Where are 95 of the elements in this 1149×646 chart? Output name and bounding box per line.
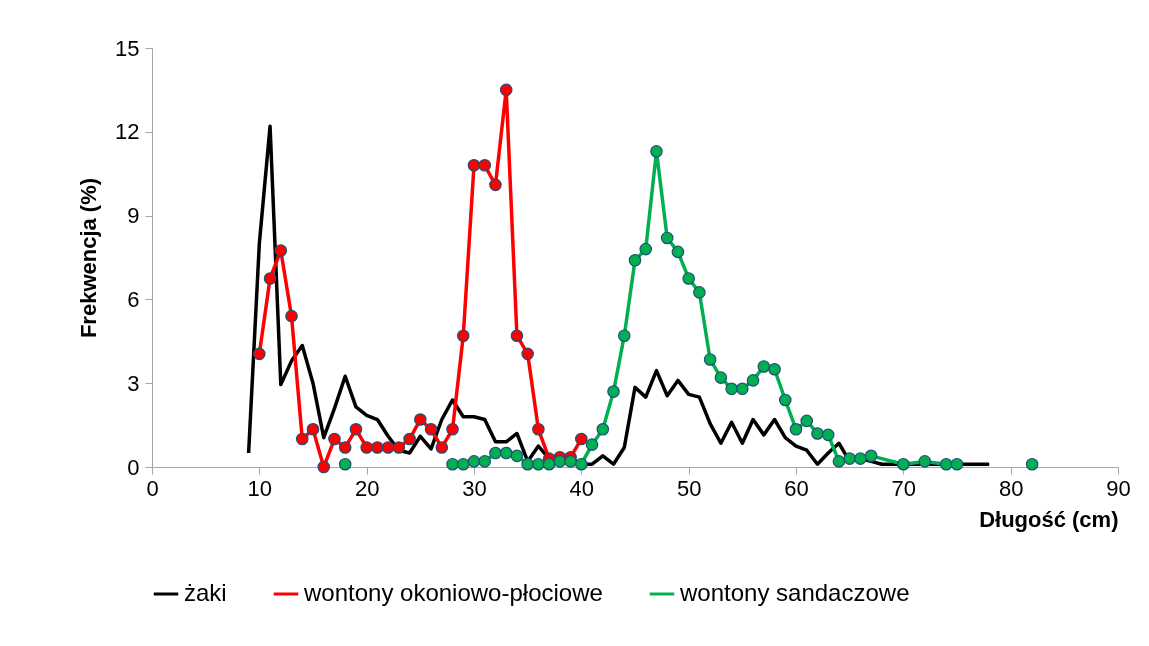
- point: [392, 441, 406, 454]
- x-tick-label: 90: [1106, 475, 1131, 501]
- point: [446, 457, 459, 471]
- x-tick-label: 70: [891, 475, 917, 501]
- point: [639, 242, 653, 256]
- point: [660, 231, 674, 245]
- point: [811, 427, 824, 440]
- point: [607, 385, 620, 398]
- x-tick-label: 60: [784, 475, 809, 501]
- x-tick-label: 20: [354, 475, 380, 501]
- point: [274, 244, 288, 257]
- point: [628, 254, 642, 267]
- point: [553, 455, 567, 468]
- point: [703, 353, 717, 366]
- point: [768, 362, 781, 376]
- point: [950, 457, 964, 471]
- point: [596, 423, 610, 436]
- legend-label: wontony sandaczowe: [679, 579, 910, 606]
- y-tick-label: 3: [127, 370, 140, 396]
- point: [575, 432, 588, 446]
- point: [510, 329, 524, 342]
- point: [478, 455, 492, 468]
- point: [918, 455, 932, 468]
- x-tick-label: 0: [146, 475, 159, 501]
- y-tick-label: 12: [115, 119, 140, 145]
- point: [671, 245, 685, 259]
- point: [381, 441, 395, 454]
- x-tick-label: 50: [676, 475, 702, 501]
- point: [424, 423, 438, 436]
- point: [317, 460, 331, 474]
- x-tick-label: 10: [247, 475, 273, 501]
- point: [939, 457, 953, 471]
- point: [446, 423, 459, 436]
- x-tick-label: 40: [569, 475, 595, 501]
- point: [682, 272, 695, 285]
- point: [650, 145, 663, 158]
- y-tick-label: 6: [127, 286, 140, 312]
- point: [585, 438, 599, 451]
- point: [778, 393, 792, 407]
- point: [821, 428, 835, 442]
- y-tick-label: 0: [127, 454, 140, 480]
- y-axis-title: Frekwencja (%): [76, 177, 102, 339]
- point: [467, 455, 481, 468]
- point: [510, 449, 524, 463]
- point: [499, 83, 513, 97]
- point: [789, 423, 803, 436]
- point: [897, 457, 910, 471]
- point: [736, 382, 749, 396]
- point: [306, 423, 320, 436]
- point: [521, 347, 534, 361]
- point: [338, 441, 352, 454]
- x-axis-title: Długość (cm): [979, 506, 1119, 532]
- point: [456, 457, 470, 471]
- point: [349, 423, 363, 436]
- point: [478, 159, 492, 172]
- y-tick-label: 9: [127, 203, 140, 229]
- point: [800, 414, 814, 428]
- x-tick-label: 80: [998, 475, 1024, 501]
- point: [746, 374, 760, 387]
- point: [521, 457, 534, 471]
- point: [295, 432, 309, 446]
- point: [575, 457, 588, 471]
- point: [338, 457, 352, 471]
- point: [360, 441, 373, 454]
- point: [499, 446, 513, 460]
- point: [403, 432, 416, 446]
- point: [832, 455, 846, 468]
- legend-label: żaki: [184, 579, 227, 606]
- point: [693, 286, 706, 299]
- point: [714, 371, 728, 384]
- y-tick-label: 15: [115, 35, 140, 61]
- point: [617, 329, 631, 342]
- point: [725, 382, 738, 396]
- point: [414, 413, 427, 426]
- point: [843, 452, 856, 465]
- point: [435, 441, 449, 454]
- legend-label: wontony okoniowo-płociowe: [303, 579, 603, 606]
- x-tick-label: 30: [462, 475, 487, 501]
- point: [564, 455, 577, 468]
- point: [456, 329, 470, 342]
- point: [1025, 457, 1039, 471]
- point: [371, 441, 384, 454]
- point: [757, 360, 771, 373]
- point: [532, 457, 545, 471]
- point: [489, 446, 502, 460]
- point: [253, 347, 266, 361]
- point: [467, 159, 481, 172]
- point: [532, 423, 545, 436]
- point: [489, 178, 502, 192]
- point: [263, 272, 277, 285]
- point: [854, 452, 867, 465]
- point: [328, 432, 341, 446]
- point: [285, 309, 298, 323]
- point: [542, 457, 556, 471]
- point: [864, 449, 878, 463]
